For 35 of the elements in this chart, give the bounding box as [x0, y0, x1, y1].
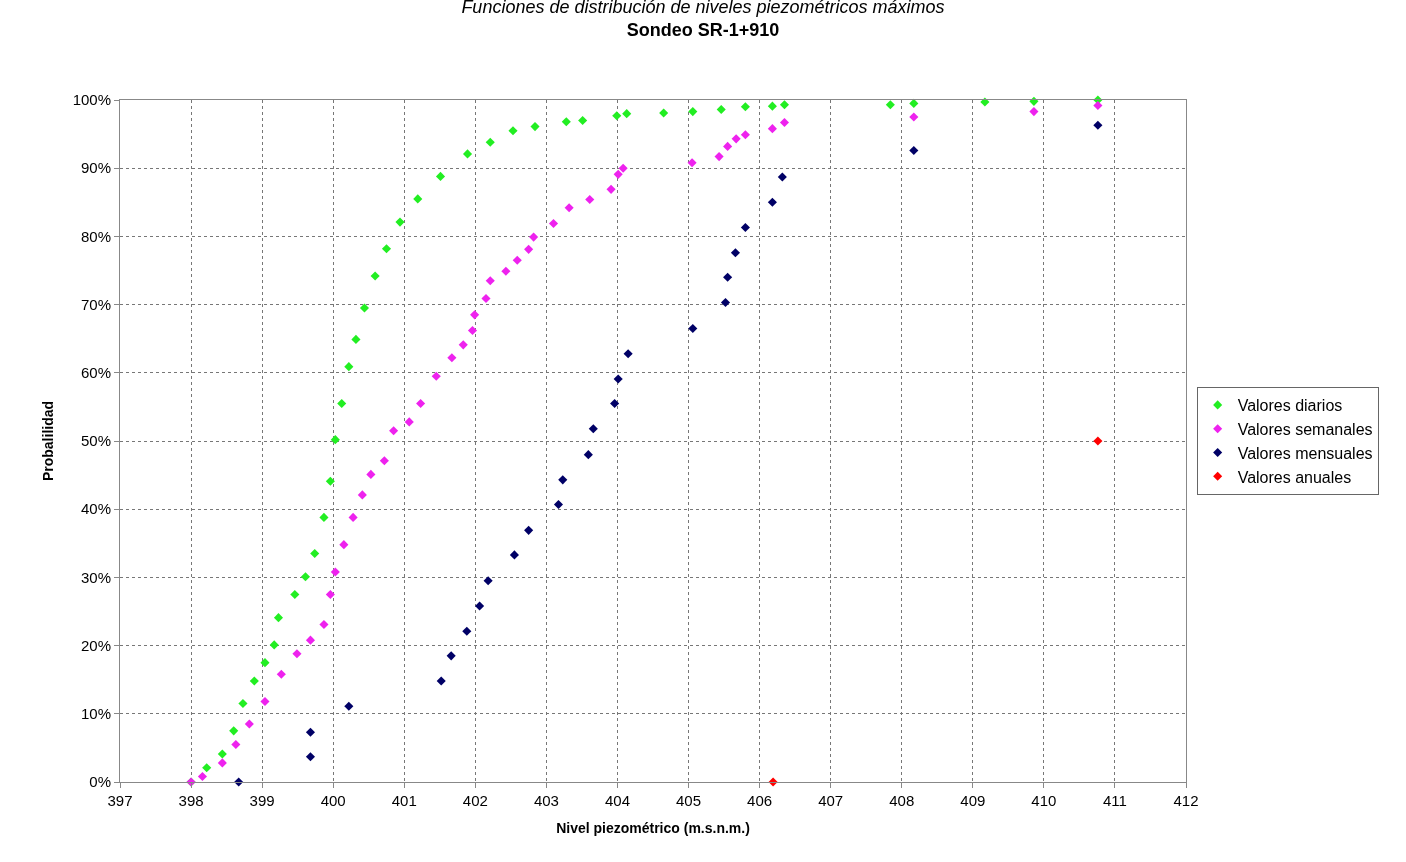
- x-tick-label: 401: [391, 792, 417, 809]
- x-tick-label: 409: [960, 792, 986, 809]
- x-tick-label: 406: [747, 792, 773, 809]
- legend-label: Valores semanales: [1237, 420, 1373, 438]
- y-tick-label: 100%: [72, 91, 111, 109]
- y-tick-label: 70%: [80, 295, 111, 313]
- y-tick-label: 0%: [89, 773, 111, 791]
- legend-label: Valores diarios: [1237, 397, 1343, 415]
- y-tick-label: 80%: [80, 227, 111, 245]
- x-tick-label: 408: [889, 792, 915, 809]
- y-tick-label: 10%: [80, 705, 111, 723]
- x-tick-label: 410: [1031, 792, 1057, 809]
- legend-label: Valores anuales: [1237, 468, 1352, 486]
- x-tick-label: 403: [533, 792, 559, 809]
- y-tick-label: 90%: [80, 159, 111, 177]
- x-tick-label: 397: [107, 792, 133, 809]
- x-tick-label: 404: [604, 792, 630, 809]
- x-tick-label: 407: [818, 792, 844, 809]
- x-tick-label: 412: [1173, 792, 1199, 809]
- y-tick-label: 40%: [80, 500, 111, 518]
- x-tick-label: 405: [676, 792, 702, 809]
- y-axis-title: Probalilidad: [40, 400, 57, 482]
- y-tick-label: 50%: [80, 432, 111, 450]
- chart-subtitle: Sondeo SR-1+910: [626, 20, 780, 41]
- x-axis-title: Nivel piezométrico (m.s.n.m.): [556, 820, 750, 837]
- y-tick-label: 60%: [80, 364, 111, 382]
- y-tick-label: 30%: [80, 568, 111, 586]
- x-tick-label: 411: [1102, 792, 1127, 809]
- x-tick-label: 398: [178, 792, 204, 809]
- legend-label: Valores mensuales: [1237, 444, 1373, 462]
- x-tick-label: 402: [462, 792, 488, 809]
- x-tick-label: 399: [249, 792, 275, 809]
- chart-title: Funciones de distribución de niveles piezométricos máximos: [461, 0, 945, 17]
- x-tick-label: 400: [320, 792, 346, 809]
- y-tick-label: 20%: [80, 636, 111, 654]
